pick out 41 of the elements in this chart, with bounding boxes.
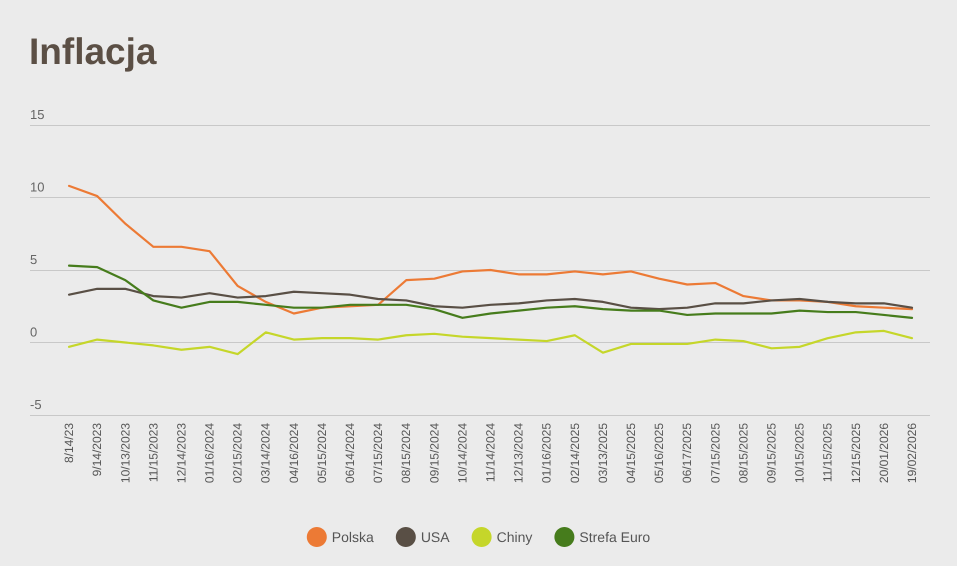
y-tick-label: 10 [30, 180, 44, 194]
x-tick-label: 01/16/2024 [202, 422, 217, 484]
x-tick-label: 05/16/2025 [652, 422, 666, 484]
x-tick-label: 11/15/2023 [146, 422, 160, 482]
legend-label: Polska [332, 529, 374, 545]
x-tick-label: 9/14/2023 [90, 422, 104, 476]
x-tick-label: 8/14/23 [62, 422, 76, 464]
y-tick-label: -5 [30, 397, 42, 412]
x-tick-label: 02/15/2024 [230, 422, 245, 484]
x-tick-label: 09/15/2024 [427, 422, 442, 484]
x-tick-label: 06/14/2024 [343, 422, 358, 484]
x-tick-label: 01/16/2025 [540, 422, 554, 484]
x-tick-label: 08/15/2024 [399, 422, 414, 484]
x-tick-label: 04/16/2024 [286, 422, 301, 484]
x-tick-label: 20/01/2026 [876, 422, 891, 484]
x-tick-label: 10/14/2024 [455, 422, 470, 484]
y-tick-label: 0 [30, 324, 38, 340]
x-tick-label: 08/15/2025 [736, 422, 750, 484]
x-tick-label: 02/14/2025 [568, 422, 582, 484]
x-tick-label: 05/15/2024 [314, 422, 329, 484]
x-tick-label: 10/13/2023 [118, 422, 132, 484]
legend-label: Strefa Euro [579, 529, 650, 545]
legend-label: Chiny [496, 529, 532, 545]
y-tick-label: 15 [30, 107, 44, 122]
x-tick-label: 11/15/2025 [820, 422, 835, 482]
x-tick-label: 11/14/2024 [484, 422, 498, 482]
y-tick-label: 5 [30, 252, 38, 267]
x-tick-label: 12/14/2023 [174, 422, 188, 484]
legend-label: USA [420, 529, 450, 545]
x-tick-label: 07/15/2024 [371, 422, 386, 484]
x-tick-label: 07/15/2025 [708, 422, 722, 484]
x-tick-label: 04/15/2025 [624, 422, 638, 484]
x-tick-label: 19/02/2026 [905, 422, 920, 484]
x-tick-label: 03/13/2025 [596, 422, 610, 484]
x-tick-label: 12/13/2024 [512, 422, 526, 484]
x-tick-label: 09/15/2025 [764, 422, 779, 484]
x-tick-label: 12/15/2025 [848, 422, 863, 484]
x-tick-label: 06/17/2025 [680, 422, 694, 484]
chart-title: Inflacja [29, 31, 157, 72]
x-tick-label: 03/14/2024 [258, 422, 273, 484]
x-tick-label: 10/15/2025 [792, 422, 807, 484]
